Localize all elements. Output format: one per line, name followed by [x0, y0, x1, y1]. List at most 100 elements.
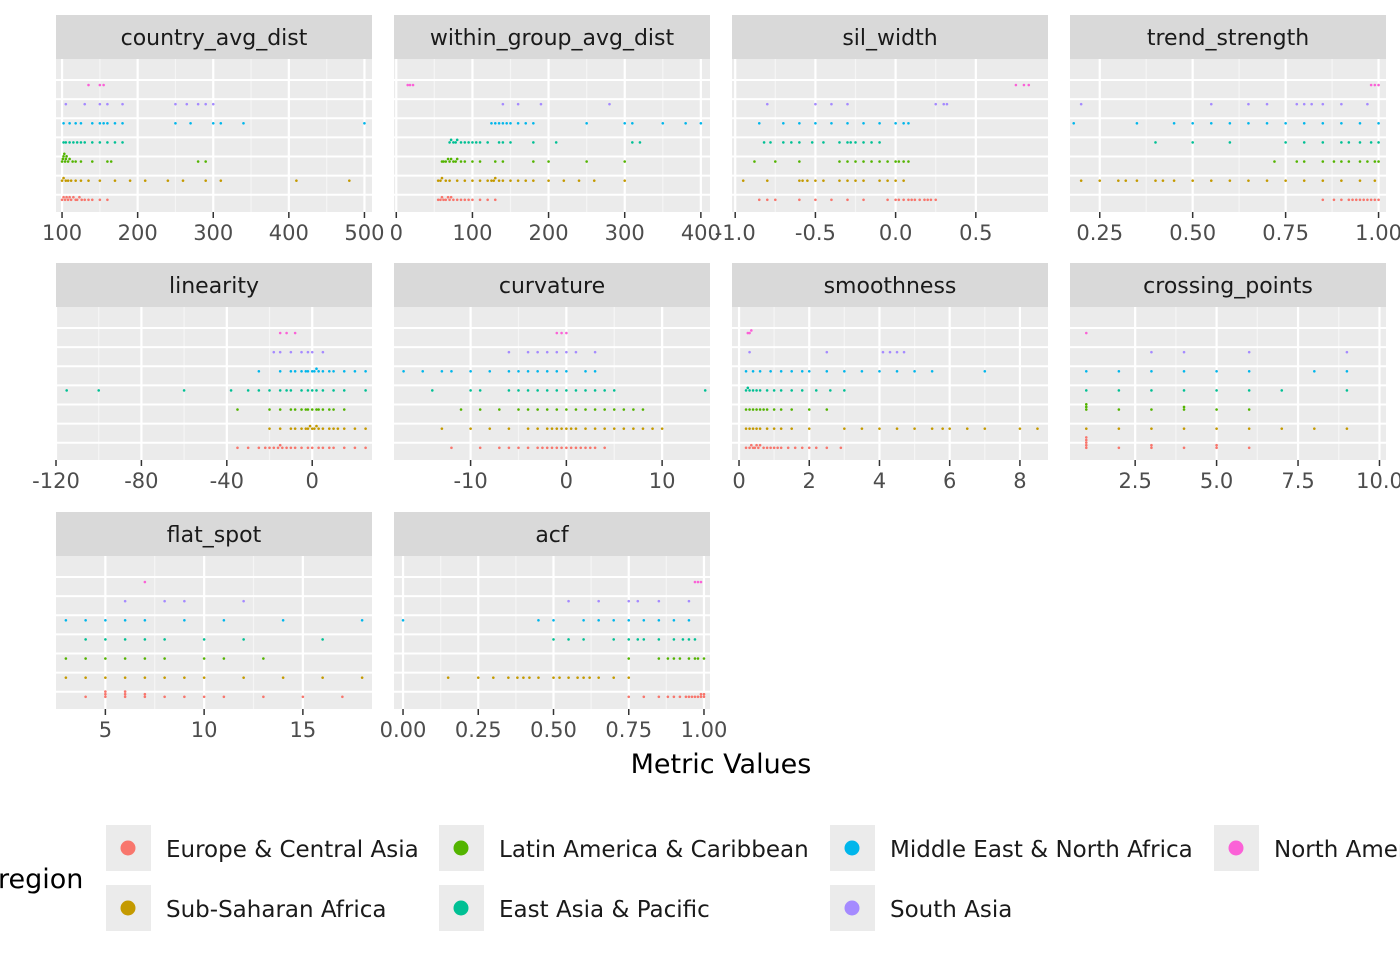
dot-middle-east-north-africa — [894, 121, 897, 125]
dot-europe-central-asia — [814, 198, 817, 202]
dot-europe-central-asia — [1084, 443, 1088, 447]
dot-sub-saharan-africa — [1182, 427, 1186, 430]
dot-east-asia-pacific — [536, 389, 539, 392]
dot-middle-east-north-africa — [516, 121, 520, 125]
facet-linearity: linearity -120 -80 -40 0 — [32, 263, 372, 493]
dot-latin-america-caribbean — [448, 160, 451, 163]
dot-europe-central-asia — [696, 695, 700, 699]
dot-south-asia — [1079, 102, 1083, 106]
dot-east-asia-pacific — [779, 389, 783, 392]
dot-north-america — [1377, 83, 1380, 87]
dot-sub-saharan-africa — [552, 676, 555, 679]
dot-middle-east-north-africa — [1247, 121, 1250, 125]
dot-east-asia-pacific — [321, 389, 325, 392]
dot-latin-america-caribbean — [758, 408, 762, 411]
dot-sub-saharan-africa — [74, 179, 77, 182]
dot-europe-central-asia — [1150, 443, 1153, 447]
dot-south-asia — [1295, 102, 1299, 106]
dot-north-america — [560, 331, 563, 335]
dot-east-asia-pacific — [509, 141, 512, 144]
dot-sub-saharan-africa — [597, 676, 600, 679]
dot-latin-america-caribbean — [666, 657, 670, 660]
dot-east-asia-pacific — [467, 141, 470, 144]
dot-east-asia-pacific — [1280, 389, 1284, 392]
dot-middle-east-north-africa — [1284, 121, 1287, 125]
dot-south-asia — [657, 599, 661, 603]
dot-europe-central-asia — [693, 695, 697, 699]
dot-europe-central-asia — [702, 692, 706, 696]
x-tick-label: 4 — [873, 469, 886, 493]
dot-middle-east-north-africa — [505, 121, 508, 125]
dot-sub-saharan-africa — [321, 427, 325, 430]
dot-latin-america-caribbean — [517, 408, 520, 411]
dot-east-asia-pacific — [1247, 389, 1251, 392]
dot-middle-east-north-africa — [782, 121, 785, 125]
dot-east-asia-pacific — [1302, 141, 1306, 144]
dot-south-asia — [539, 102, 543, 106]
dot-east-asia-pacific — [657, 638, 661, 641]
facet-strip — [394, 512, 710, 556]
dot-south-asia — [636, 599, 640, 603]
dot-middle-east-north-africa — [1150, 369, 1153, 373]
dot-sub-saharan-africa — [440, 427, 444, 430]
dot-sub-saharan-africa — [1373, 179, 1377, 182]
dot-east-asia-pacific — [769, 141, 772, 144]
dot-latin-america-caribbean — [84, 657, 87, 660]
dot-europe-central-asia — [1084, 441, 1088, 444]
dot-europe-central-asia — [800, 446, 804, 450]
dot-east-asia-pacific — [229, 389, 233, 392]
dot-east-asia-pacific — [744, 389, 748, 392]
dot-latin-america-caribbean — [696, 657, 700, 660]
dot-sub-saharan-africa — [300, 427, 303, 430]
dot-east-asia-pacific — [638, 141, 642, 144]
dot-sub-saharan-africa — [524, 179, 528, 182]
dot-europe-central-asia — [699, 695, 703, 699]
dot-sub-saharan-africa — [507, 676, 510, 679]
dot-sub-saharan-africa — [1161, 179, 1165, 182]
dot-middle-east-north-africa — [310, 369, 314, 373]
dot-latin-america-caribbean — [71, 160, 74, 163]
dot-east-asia-pacific — [106, 141, 109, 144]
dot-sub-saharan-africa — [469, 427, 472, 430]
x-tick-label: 15 — [290, 718, 317, 742]
dot-europe-central-asia — [702, 695, 706, 699]
dot-east-asia-pacific — [762, 141, 766, 144]
legend-label: Latin America & Caribbean — [499, 837, 809, 863]
dot-east-asia-pacific — [123, 638, 127, 641]
dot-sub-saharan-africa — [948, 427, 951, 430]
x-tick-label: 0.75 — [605, 718, 652, 742]
dot-europe-central-asia — [642, 695, 646, 699]
dot-europe-central-asia — [814, 446, 818, 450]
dot-east-asia-pacific — [552, 638, 555, 641]
dot-middle-east-north-africa — [769, 369, 772, 373]
dot-europe-central-asia — [926, 198, 929, 202]
dot-east-asia-pacific — [681, 638, 685, 641]
dot-middle-east-north-africa — [123, 618, 127, 622]
dot-north-america — [696, 580, 700, 584]
dot-latin-america-caribbean — [64, 657, 68, 660]
dot-south-asia — [310, 350, 314, 354]
dot-middle-east-north-africa — [612, 618, 615, 622]
dot-sub-saharan-africa — [584, 427, 587, 430]
dot-europe-central-asia — [300, 446, 303, 450]
dot-middle-east-north-africa — [62, 121, 65, 125]
dot-latin-america-caribbean — [807, 408, 811, 411]
dot-middle-east-north-africa — [526, 369, 530, 373]
dot-east-asia-pacific — [846, 141, 849, 144]
dot-europe-central-asia — [257, 446, 261, 450]
dot-south-asia — [242, 599, 245, 603]
dot-sub-saharan-africa — [1150, 427, 1153, 430]
dot-latin-america-caribbean — [585, 160, 588, 163]
x-tick-label: 0.50 — [530, 718, 577, 742]
dot-middle-east-north-africa — [293, 369, 297, 373]
facet-strip-label: trend_strength — [1147, 26, 1309, 51]
dot-europe-central-asia — [342, 446, 346, 450]
dot-europe-central-asia — [321, 446, 325, 450]
dot-middle-east-north-africa — [1265, 121, 1269, 125]
dot-east-asia-pacific — [1228, 141, 1232, 144]
dot-middle-east-north-africa — [846, 121, 849, 125]
dot-middle-east-north-africa — [524, 121, 528, 125]
dot-latin-america-caribbean — [693, 657, 697, 660]
dot-latin-america-caribbean — [204, 160, 207, 163]
dot-europe-central-asia — [894, 198, 897, 202]
